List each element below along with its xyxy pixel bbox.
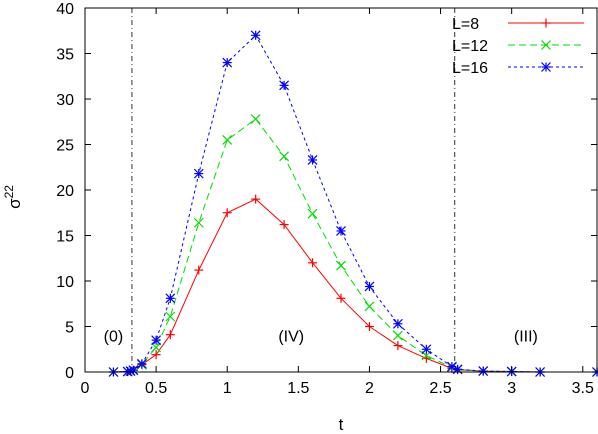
data-point bbox=[279, 80, 290, 91]
legend-label: L=8 bbox=[452, 16, 479, 33]
data-point bbox=[364, 281, 375, 292]
data-point bbox=[151, 335, 162, 346]
x-tick-label: 2.5 bbox=[429, 380, 451, 397]
data-point bbox=[151, 342, 162, 353]
data-point bbox=[251, 194, 261, 204]
y-tick-label: 0 bbox=[65, 365, 74, 382]
y-tick-label: 20 bbox=[56, 183, 74, 200]
data-point bbox=[364, 301, 375, 312]
data-point bbox=[392, 330, 403, 341]
data-point bbox=[151, 350, 161, 360]
x-axis: 0 0.5 1 1.5 2 2.5 3 3.5 bbox=[81, 8, 594, 397]
data-point bbox=[193, 168, 204, 179]
data-point bbox=[165, 330, 175, 340]
data-point bbox=[193, 217, 204, 228]
data-point bbox=[250, 30, 261, 41]
legend-label: L=16 bbox=[452, 60, 488, 77]
data-point bbox=[336, 226, 346, 236]
series-2 bbox=[108, 30, 598, 377]
data-point bbox=[307, 155, 318, 165]
series-line bbox=[113, 198, 597, 373]
data-point bbox=[279, 151, 290, 162]
data-point bbox=[165, 311, 176, 322]
x-tick-label: 1 bbox=[223, 380, 232, 397]
y-tick-label: 15 bbox=[56, 229, 74, 246]
x-tick-label: 3 bbox=[507, 380, 516, 397]
y-axis-label: σ22 bbox=[2, 185, 24, 209]
data-point bbox=[393, 341, 403, 351]
data-point bbox=[336, 260, 346, 271]
y-tick-label: 30 bbox=[56, 92, 74, 109]
region-label: (0) bbox=[104, 329, 124, 346]
data-point bbox=[336, 293, 346, 303]
x-tick-label: 0.5 bbox=[145, 380, 167, 397]
legend-marker bbox=[541, 18, 551, 28]
series-0 bbox=[108, 194, 598, 377]
data-point bbox=[222, 208, 232, 218]
y-tick-label: 10 bbox=[56, 274, 74, 291]
legend-marker bbox=[541, 40, 551, 50]
y-tick-label: 35 bbox=[56, 47, 74, 64]
y-axis-label-superscript: 22 bbox=[2, 185, 16, 199]
data-point bbox=[478, 366, 489, 377]
x-axis-label: t bbox=[339, 415, 344, 434]
region-labels: (0) (IV) (III) bbox=[104, 329, 538, 346]
y-axis-label-symbol: σ bbox=[5, 198, 24, 209]
y-axis: 0 5 10 15 20 25 30 35 40 bbox=[56, 1, 597, 382]
x-tick-label: 0 bbox=[81, 380, 90, 397]
y-tick-label: 40 bbox=[56, 1, 74, 18]
series-group bbox=[108, 30, 598, 377]
data-point bbox=[307, 208, 318, 219]
data-point bbox=[364, 322, 374, 331]
data-point bbox=[128, 365, 139, 376]
data-point bbox=[136, 358, 147, 369]
x-tick-label: 3.5 bbox=[572, 380, 594, 397]
series-line bbox=[113, 34, 597, 373]
region-label: (III) bbox=[514, 329, 538, 346]
data-point bbox=[421, 344, 432, 355]
region-label: (IV) bbox=[278, 329, 304, 346]
y-tick-label: 5 bbox=[65, 320, 74, 337]
data-point bbox=[392, 318, 403, 329]
data-point bbox=[250, 114, 261, 124]
legend-marker bbox=[541, 62, 551, 72]
data-point bbox=[279, 220, 289, 230]
data-point bbox=[194, 265, 204, 275]
legend: L=8 L=12 L=16 bbox=[452, 16, 584, 77]
legend-label: L=12 bbox=[452, 38, 488, 55]
plot-frame bbox=[84, 7, 598, 373]
x-tick-label: 2 bbox=[365, 380, 374, 397]
region-divider-lines bbox=[131, 8, 456, 372]
plot-border bbox=[84, 7, 598, 373]
data-point bbox=[222, 135, 233, 145]
y-tick-label: 25 bbox=[56, 138, 74, 155]
data-point bbox=[308, 258, 318, 268]
x-tick-label: 1.5 bbox=[287, 380, 309, 397]
data-point bbox=[222, 57, 233, 68]
data-point bbox=[165, 293, 176, 304]
